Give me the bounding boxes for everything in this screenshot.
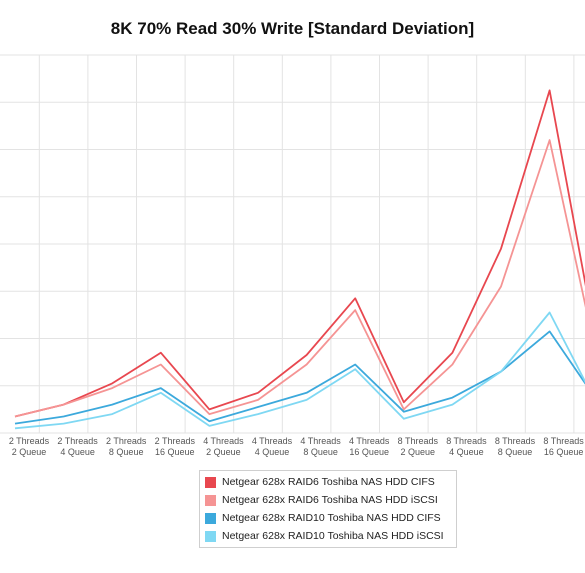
x-tick-label: 8 Threads bbox=[543, 436, 584, 446]
x-tick-label: 2 Queue bbox=[206, 447, 241, 457]
x-tick-label: 4 Threads bbox=[252, 436, 293, 446]
legend-label: Netgear 628x RAID6 Toshiba NAS HDD CIFS bbox=[222, 476, 435, 488]
x-tick-label: 2 Threads bbox=[155, 436, 196, 446]
legend-item[interactable]: Netgear 628x RAID6 Toshiba NAS HDD iSCSI bbox=[205, 492, 438, 508]
legend-swatch bbox=[205, 512, 216, 524]
x-tick-label: 8 Queue bbox=[109, 447, 144, 457]
x-tick-label: 8 Threads bbox=[446, 436, 487, 446]
x-tick-label: 8 Queue bbox=[498, 447, 533, 457]
legend-item[interactable]: Netgear 628x RAID10 Toshiba NAS HDD CIFS bbox=[205, 510, 441, 526]
grid bbox=[0, 54, 585, 434]
series-line-2 bbox=[14, 330, 585, 425]
series-lines bbox=[14, 89, 585, 430]
x-tick-label: 4 Threads bbox=[203, 436, 244, 446]
legend-label: Netgear 628x RAID10 Toshiba NAS HDD iSCS… bbox=[222, 530, 444, 542]
legend-label: Netgear 628x RAID10 Toshiba NAS HDD CIFS bbox=[222, 512, 441, 524]
x-tick-label: 4 Threads bbox=[300, 436, 341, 446]
legend-label: Netgear 628x RAID6 Toshiba NAS HDD iSCSI bbox=[222, 494, 438, 506]
legend-swatch bbox=[205, 530, 216, 542]
x-tick-label: 8 Queue bbox=[303, 447, 338, 457]
series-line-3 bbox=[14, 311, 585, 430]
x-tick-label: 16 Queue bbox=[544, 447, 584, 457]
x-tick-label: 4 Queue bbox=[449, 447, 484, 457]
x-tick-label: 4 Queue bbox=[60, 447, 95, 457]
legend: Netgear 628x RAID6 Toshiba NAS HDD CIFS … bbox=[199, 470, 457, 548]
x-tick-label: 4 Queue bbox=[255, 447, 290, 457]
x-tick-label: 2 Queue bbox=[12, 447, 47, 457]
legend-swatch bbox=[205, 494, 216, 506]
chart-title: 8K 70% Read 30% Write [Standard Deviatio… bbox=[110, 19, 475, 38]
series-line-1 bbox=[14, 139, 585, 418]
series-line-0 bbox=[14, 89, 585, 418]
x-tick-label: 16 Queue bbox=[155, 447, 195, 457]
x-tick-label: 2 Threads bbox=[9, 436, 50, 446]
x-tick-label: 2 Threads bbox=[106, 436, 147, 446]
x-tick-label: 2 Threads bbox=[57, 436, 98, 446]
legend-item[interactable]: Netgear 628x RAID10 Toshiba NAS HDD iSCS… bbox=[205, 528, 444, 544]
x-tick-label: 8 Threads bbox=[495, 436, 536, 446]
x-tick-label: 16 Queue bbox=[349, 447, 389, 457]
x-tick-label: 8 Threads bbox=[398, 436, 439, 446]
legend-item[interactable]: Netgear 628x RAID6 Toshiba NAS HDD CIFS bbox=[205, 474, 435, 490]
x-tick-label: 4 Threads bbox=[349, 436, 390, 446]
x-tick-label: 2 Queue bbox=[401, 447, 436, 457]
legend-swatch bbox=[205, 476, 216, 488]
